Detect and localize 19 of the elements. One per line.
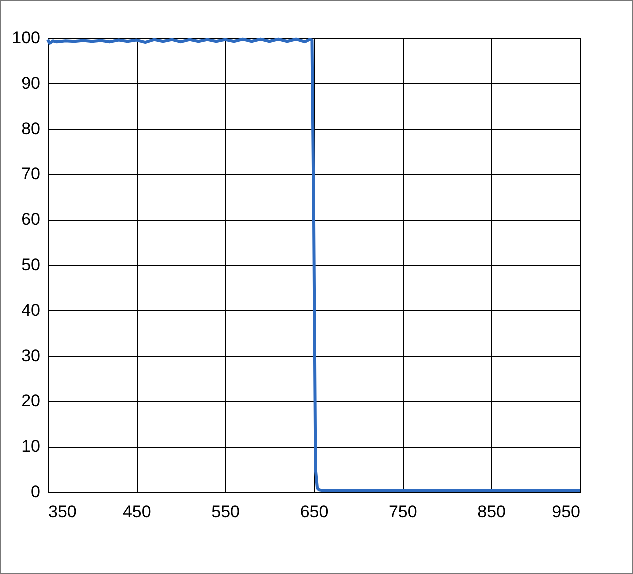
y-tick-label: 10 bbox=[22, 437, 40, 456]
y-tick-label: 30 bbox=[22, 346, 40, 366]
x-tick-label: 450 bbox=[122, 502, 152, 522]
x-tick-label: 650 bbox=[300, 502, 329, 522]
x-tick-label: 550 bbox=[212, 502, 240, 522]
y-tick-label: 20 bbox=[22, 392, 40, 411]
x-tick-label: 850 bbox=[478, 502, 506, 522]
x-tick-label: 950 bbox=[552, 502, 580, 522]
y-tick-label: 70 bbox=[22, 164, 40, 184]
y-tick-label: 100 bbox=[12, 28, 40, 48]
y-tick-label: 80 bbox=[22, 119, 40, 138]
y-tick-label: 40 bbox=[22, 300, 40, 320]
y-tick-label: 90 bbox=[22, 74, 40, 93]
y-tick-label: 50 bbox=[22, 256, 40, 274]
y-tick-label: 0 bbox=[31, 482, 40, 502]
line-series bbox=[46, 38, 582, 492]
x-tick-label: 350 bbox=[48, 502, 77, 522]
x-tick-label: 750 bbox=[388, 502, 418, 522]
y-tick-label: 60 bbox=[22, 210, 40, 230]
